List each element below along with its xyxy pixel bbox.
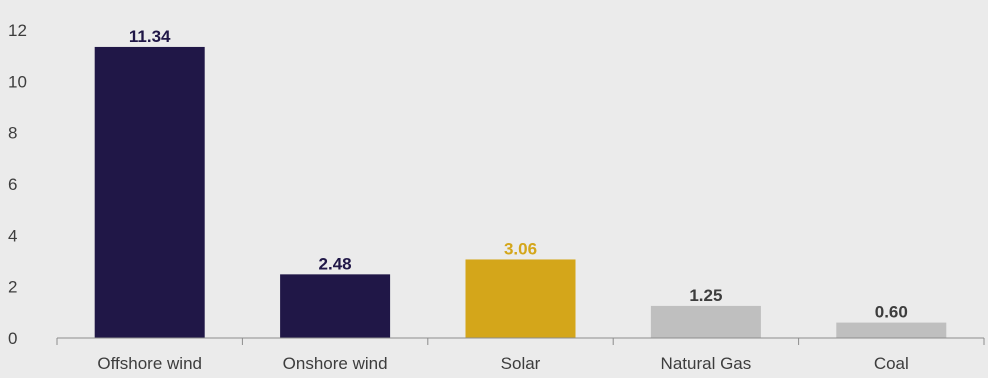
x-tick-label: Onshore wind	[283, 354, 388, 373]
x-tick-label: Natural Gas	[661, 354, 752, 373]
x-tick-label: Solar	[501, 354, 541, 373]
y-tick-label: 8	[8, 124, 17, 143]
y-tick-label: 2	[8, 278, 17, 297]
bar	[94, 46, 205, 338]
y-tick-label: 12	[8, 21, 27, 40]
value-labels: 11.34 2.48 3.06 1.25 0.60	[129, 27, 908, 322]
data-label: 11.34	[129, 27, 171, 46]
data-label: 3.06	[504, 239, 537, 258]
y-tick-label: 4	[8, 226, 17, 245]
bar	[650, 305, 761, 338]
data-label: 0.60	[875, 303, 908, 322]
y-tick-label: 6	[8, 175, 17, 194]
x-axis-labels: Offshore wind Onshore wind Solar Natural Ga…	[97, 354, 908, 373]
y-axis: 0 2 4 6 8 10 12	[8, 21, 27, 348]
data-label: 2.48	[319, 254, 352, 273]
y-tick-label: 10	[8, 72, 27, 91]
bar	[280, 274, 391, 338]
bar	[836, 322, 947, 338]
data-label: 1.25	[689, 286, 722, 305]
bar	[465, 259, 576, 338]
y-tick-label: 0	[8, 329, 17, 348]
x-axis	[56, 337, 985, 345]
bar-series	[94, 46, 947, 338]
x-tick-label: Coal	[874, 354, 909, 373]
x-tick-label: Offshore wind	[97, 354, 202, 373]
